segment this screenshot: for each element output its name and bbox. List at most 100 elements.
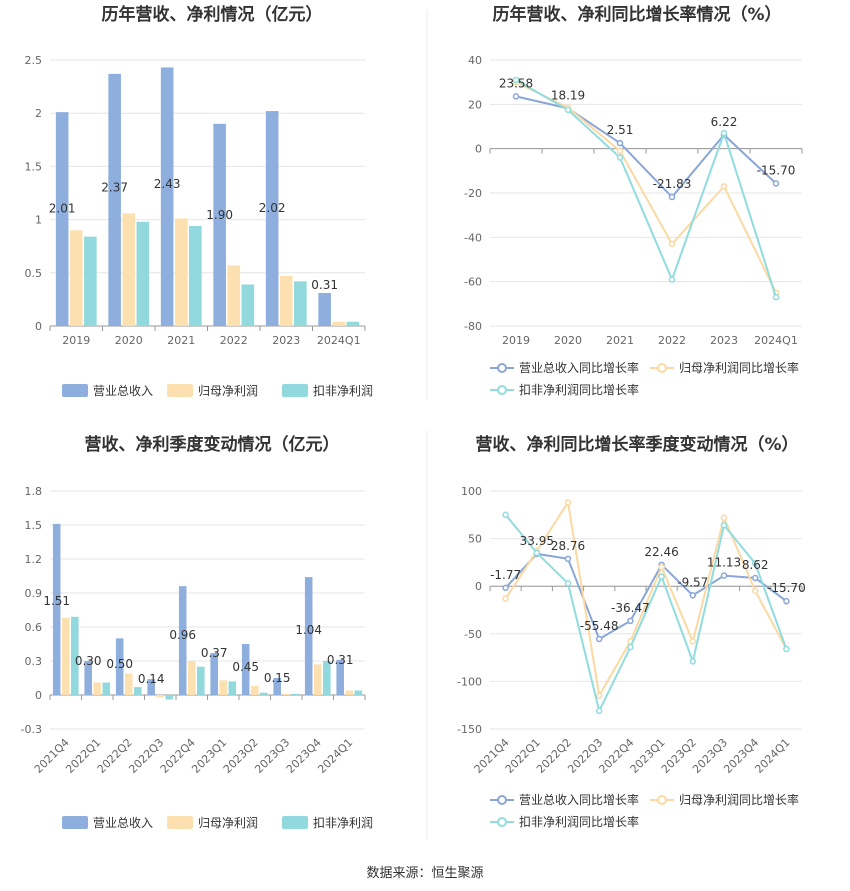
bar-扣非净利润: [291, 693, 300, 695]
legend-swatch: [62, 816, 88, 829]
y-tick-label: 0.6: [25, 621, 43, 634]
bar-归母净利润: [187, 661, 196, 695]
y-tick-label: -40: [464, 231, 482, 244]
data-label: 6.22: [711, 115, 738, 129]
bar-营业总收入: [160, 67, 174, 326]
legend-label: 归母净利润: [198, 816, 258, 830]
point-归母净利润同比增长率: [658, 563, 665, 571]
annual-growth-rate-chart: 历年营收、净利同比增长率情况（%） -80 -60 -40 -20 0 20 40 2019 20…: [464, 4, 803, 397]
bar-归母净利润: [279, 275, 293, 326]
bar-扣非净利润: [260, 692, 268, 695]
legend-swatch-point: [657, 363, 667, 373]
x-tick-label: 2020: [115, 334, 143, 347]
x-tick-label: 2019: [502, 334, 530, 347]
data-label: 1.51: [43, 594, 70, 608]
y-tick-label: -60: [464, 276, 482, 289]
y-tick-label: 0.5: [25, 267, 43, 280]
point-营业总收入同比增长率: [512, 93, 520, 100]
quarterly-revenue-profit-chart: 营收、净利季度变动情况（亿元） -0.3 0 0.3 0.6 0.9 1.2 1.5 1.8 20…: [21, 434, 373, 830]
bar-归母净利润: [313, 664, 322, 695]
legend-label: 营业总收入: [93, 816, 153, 830]
y-tick-label: 1.5: [25, 160, 43, 173]
x-tick-label: 2022: [658, 334, 686, 347]
chart-title: 历年营收、净利情况（亿元）: [102, 4, 323, 25]
point-扣非净利润同比增长率: [658, 573, 665, 580]
bar-营业总收入: [318, 293, 331, 326]
legend-label: 归母净利润同比增长率: [679, 792, 799, 807]
x-tick-label: 2024Q1: [317, 334, 361, 347]
point-扣非净利润同比增长率: [564, 106, 572, 114]
legend-swatch-point: [497, 817, 507, 827]
bar-归母净利润: [93, 682, 102, 695]
bar-扣非净利润: [71, 616, 79, 695]
x-tick-label: 2024Q1: [754, 334, 798, 347]
bar-营业总收入: [84, 661, 92, 695]
bar-营业总收入: [336, 659, 344, 695]
point-归母净利润同比增长率: [616, 147, 624, 155]
data-label: 2.02: [259, 201, 286, 215]
chart-title: 营收、净利同比增长率季度变动情况（%）: [475, 434, 798, 455]
data-label: 18.19: [551, 88, 585, 102]
bar-扣非净利润: [346, 321, 360, 326]
bar-营业总收入: [273, 678, 281, 695]
legend-swatch-point: [497, 385, 507, 395]
data-label: 0.31: [311, 278, 338, 292]
x-tick-label: 2023: [710, 334, 738, 347]
bar-归母净利润: [332, 321, 346, 326]
data-label: 11.13: [707, 556, 741, 570]
bar-扣非净利润: [102, 682, 111, 695]
point-归母净利润同比增长率: [668, 240, 676, 248]
bar-归母净利润: [61, 617, 70, 695]
data-label: 0.31: [327, 653, 354, 667]
data-label: -15.70: [767, 581, 806, 595]
legend-swatch-point: [497, 363, 507, 373]
legend-label: 扣非净利润: [313, 816, 373, 830]
legend-label: 扣非净利润同比增长率: [519, 814, 639, 829]
bar-扣非净利润: [134, 687, 142, 695]
point-扣非净利润同比增长率: [512, 76, 520, 84]
legend-label: 归母净利润同比增长率: [679, 360, 799, 375]
y-tick-label: 0: [475, 143, 482, 156]
y-tick-label: 50: [468, 533, 482, 546]
data-label: 0.30: [75, 654, 102, 668]
data-label: 1.04: [295, 623, 322, 637]
bar-营业总收入: [265, 111, 279, 327]
x-tick-label: 2020: [554, 334, 582, 347]
line-扣非净利润同比增长率: [504, 514, 788, 714]
y-tick-label: 1: [35, 214, 42, 227]
bar-营业总收入: [108, 73, 121, 326]
y-tick-label: 1.5: [25, 519, 43, 532]
bar-归母净利润: [250, 685, 259, 695]
data-label: 23.58: [499, 76, 533, 90]
point-扣非净利润同比增长率: [720, 522, 728, 529]
data-label: -9.57: [677, 575, 708, 589]
data-label: 2.37: [101, 180, 128, 194]
point-归母净利润同比增长率: [720, 183, 728, 190]
point-扣非净利润同比增长率: [689, 658, 697, 665]
data-label: 28.76: [551, 539, 585, 553]
y-tick-label: 0: [475, 580, 482, 593]
bar-归母净利润: [124, 673, 133, 695]
bar-归母净利润: [174, 218, 188, 326]
line-营业总收入同比增长率: [504, 552, 787, 641]
point-营业总收入同比增长率: [564, 555, 572, 563]
legend-label: 扣非净利润同比增长率: [519, 382, 639, 397]
bar-扣非净利润: [354, 690, 363, 695]
bar-扣非净利润: [323, 661, 331, 695]
y-tick-label: -80: [464, 320, 482, 333]
data-label: -55.48: [580, 619, 619, 633]
y-tick-label: 100: [461, 485, 482, 498]
y-tick-label: 0.3: [25, 655, 43, 668]
y-tick-label: 2.5: [25, 54, 43, 67]
legend-label: 归母净利润: [198, 384, 258, 398]
y-tick-label: 0.9: [25, 587, 43, 600]
point-扣非净利润同比增长率: [783, 645, 790, 653]
y-tick-label: -150: [457, 723, 482, 736]
point-营业总收入同比增长率: [751, 574, 759, 582]
data-label: 0.45: [232, 660, 259, 674]
data-label: 33.95: [520, 534, 554, 548]
bar-营业总收入: [241, 644, 250, 695]
point-归母净利润同比增长率: [720, 514, 728, 521]
x-tick-label: 2024Q1: [752, 736, 792, 776]
